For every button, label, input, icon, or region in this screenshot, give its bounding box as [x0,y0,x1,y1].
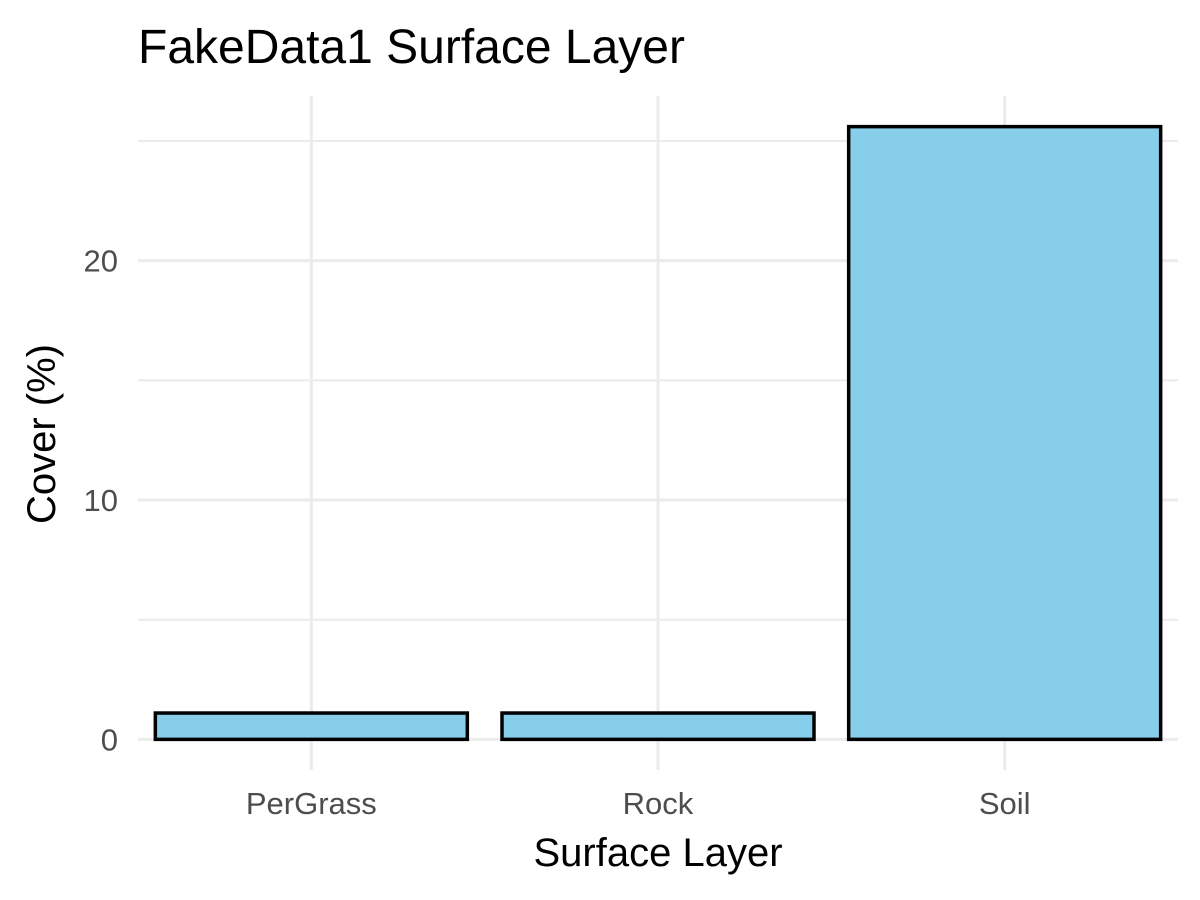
x-tick-label: Rock [623,786,694,821]
bar-soil [846,124,1163,742]
x-axis-title: Surface Layer [533,831,782,875]
bar-rock [500,711,816,742]
y-axis-title: Cover (%) [20,344,64,524]
y-tick-label: 10 [84,483,118,518]
x-tick-label: PerGrass [246,786,377,821]
tick-layer: 0 10 20 PerGrass Rock Soil [84,244,1031,821]
bar-layer [153,124,1163,742]
y-tick-label: 0 [101,722,118,757]
x-tick-label: Soil [979,786,1031,821]
bar-pergrass [153,711,470,742]
y-tick-label: 20 [84,244,118,279]
chart-title: FakeData1 Surface Layer [138,21,685,74]
